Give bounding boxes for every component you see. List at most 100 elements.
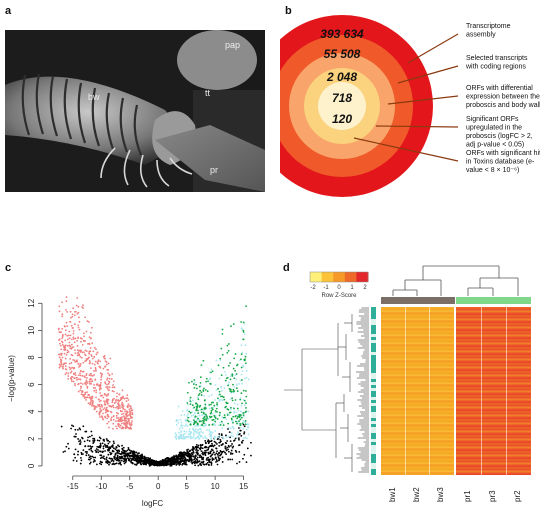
scatter-point-up-light: [197, 435, 199, 438]
scatter-point-ns: [146, 461, 148, 464]
scatter-point-down: [99, 392, 102, 394]
scatter-point-ns: [97, 451, 100, 454]
scatter-point-up-sig: [213, 404, 216, 407]
scatter-point-ns: [158, 464, 161, 467]
scatter-point-ns: [115, 446, 118, 448]
scatter-point-up-light: [233, 411, 235, 414]
scatter-point-down: [100, 376, 103, 379]
row-side-cell: [371, 388, 376, 391]
scatter-point-ns: [122, 446, 125, 449]
scatter-point-up-sig: [193, 419, 195, 422]
scatter-point-ns: [175, 456, 178, 458]
scatter-point-ns: [124, 450, 127, 453]
scatter-point-up-light: [178, 437, 180, 440]
scatter-point-ns: [115, 449, 118, 452]
scatter-point-down: [117, 425, 120, 427]
scatter-point-ns: [198, 460, 201, 463]
scatter-point-down: [76, 312, 79, 315]
scatter-point-down: [59, 365, 62, 368]
scatter-point-down: [74, 323, 76, 326]
scatter-point-down: [122, 427, 124, 430]
scatter-point-ns: [196, 445, 198, 448]
photo-label-pr: pr: [210, 165, 219, 175]
scatter-point-up-light: [205, 437, 208, 440]
scatter-point-up-sig: [220, 395, 222, 398]
scatter-point-up-light: [192, 429, 195, 432]
scatter-point-ns: [107, 461, 110, 463]
scatter-point-ns: [129, 452, 132, 454]
row-side-cell: [371, 427, 376, 430]
scatter-point-up-sig: [245, 390, 247, 392]
scatter-point-up-sig: [193, 406, 196, 409]
row-side-cell: [371, 385, 376, 388]
scatter-point-down: [126, 415, 129, 418]
scatter-point-ns: [160, 460, 163, 463]
scatter-point-down: [74, 310, 76, 313]
heatmap-divider: [481, 307, 482, 475]
scatter-point-down: [91, 342, 94, 345]
scatter-point-ns: [190, 452, 193, 455]
scatter-point-down: [100, 404, 103, 407]
scatter-point-ns: [191, 453, 194, 456]
scatter-point-ns: [200, 450, 203, 453]
scatter-point-up-sig: [216, 403, 218, 406]
scatter-point-ns: [153, 460, 156, 463]
row-side-cell: [371, 394, 376, 397]
scatter-point-down: [81, 351, 84, 354]
legend-swatch: [310, 272, 323, 282]
scatter-point-down: [119, 405, 121, 407]
scatter-point-up-light: [185, 431, 188, 433]
scatter-point-up-light: [179, 435, 182, 438]
y-axis-label: −log(p-value): [7, 355, 16, 402]
scatter-point-down: [115, 417, 118, 419]
scatter-point-up-sig: [192, 383, 195, 385]
scatter-point-ns: [90, 430, 93, 433]
scatter-point-ns: [92, 456, 95, 459]
scatter-point-up-sig: [222, 416, 225, 419]
scatter-point-ns: [79, 441, 82, 443]
scatter-point-down: [78, 320, 81, 323]
scatter-point-down: [61, 327, 64, 330]
scatter-point-ns: [87, 436, 89, 439]
scatter-point-down: [92, 350, 95, 353]
scatter-point-down: [104, 409, 107, 412]
scatter-point-up-sig: [228, 343, 230, 345]
scatter-point-up-light: [242, 427, 245, 430]
scatter-point-ns: [205, 463, 208, 465]
scatter-point-down: [84, 391, 87, 394]
scatter-point-ns: [179, 461, 182, 464]
scatter-point-ns: [238, 427, 240, 429]
row-side-cell: [371, 415, 376, 418]
scatter-point-down: [106, 378, 108, 381]
scatter-point-ns: [210, 439, 213, 442]
scatter-point-ns: [167, 460, 170, 463]
scatter-point-ns: [89, 445, 92, 447]
scatter-point-up-sig: [214, 410, 217, 412]
scatter-point-down: [77, 362, 80, 365]
scatter-point-down: [99, 394, 102, 397]
scatter-point-ns: [235, 451, 238, 453]
scatter-point-up-sig: [233, 407, 235, 410]
scatter-point-ns: [172, 460, 175, 463]
scatter-point-down: [95, 348, 97, 351]
scatter-point-up-sig: [198, 420, 201, 423]
scatter-point-down: [130, 424, 133, 426]
scatter-point-down: [122, 415, 125, 418]
scatter-point-down: [86, 387, 89, 389]
heatmap-divider: [405, 307, 406, 475]
scatter-point-ns: [219, 441, 222, 444]
scatter-point-up-light: [191, 411, 194, 413]
scatter-point-down: [67, 377, 70, 380]
scatter-point-up-sig: [200, 408, 203, 411]
scatter-point-ns: [102, 445, 105, 448]
scatter-point-down: [129, 411, 131, 414]
scatter-point-up-sig: [210, 403, 212, 406]
scatter-point-up-light: [187, 413, 189, 416]
scatter-point-down: [130, 421, 133, 424]
scatter-point-ns: [167, 458, 170, 461]
scatter-point-down: [61, 341, 64, 344]
scatter-point-down: [79, 374, 82, 377]
row-side-cell: [371, 331, 376, 334]
scatter-point-up-light: [245, 352, 248, 355]
panel-a-letter: a: [5, 5, 12, 17]
